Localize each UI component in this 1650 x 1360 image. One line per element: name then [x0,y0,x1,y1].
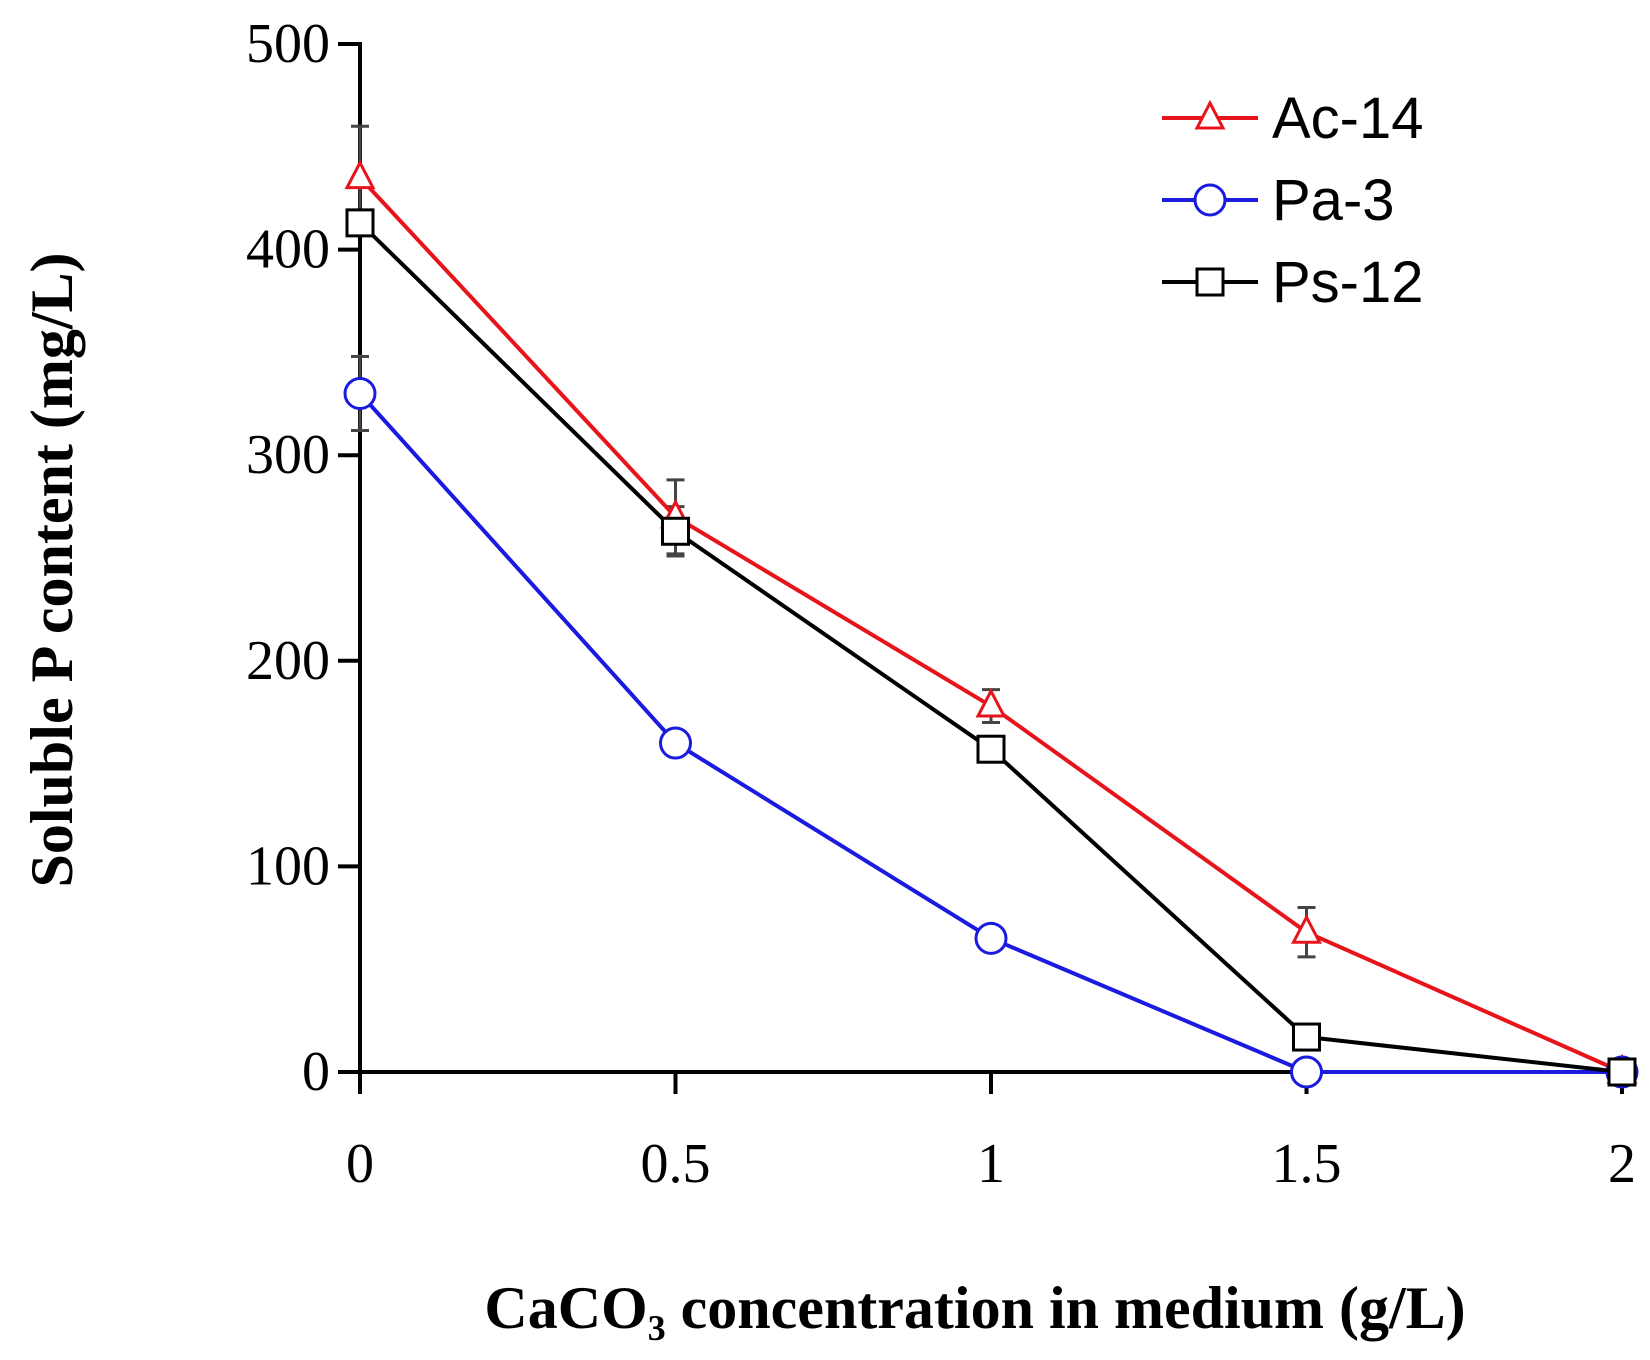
y-tick-label: 500 [246,13,330,75]
series-pa-3 [345,379,1637,1087]
x-tick-label: 0 [346,1133,374,1195]
x-tick-label: 1 [977,1133,1005,1195]
x-tick-label: 2 [1608,1133,1636,1195]
axes: 0 100 200 300 400 500 0 0.5 1 1.5 2 [246,13,1636,1195]
data-point-ps-12 [1609,1059,1635,1085]
legend-label: Ac-14 [1272,86,1424,151]
series-group [345,163,1637,1087]
data-point-pa-3 [976,923,1006,953]
data-point-ac-14 [347,163,373,188]
data-point-ps-12 [347,210,373,236]
legend-marker [1197,269,1223,295]
y-tick-label: 100 [246,835,330,897]
series-line-pa-3 [360,394,1622,1072]
x-tick-label: 1.5 [1272,1133,1342,1195]
legend-marker [1195,185,1225,215]
data-point-ac-14 [978,691,1004,716]
data-point-pa-3 [661,728,691,758]
y-tick-label: 0 [302,1041,330,1103]
legend-label: Ps-12 [1272,250,1424,315]
data-point-ps-12 [663,518,689,544]
data-point-ac-14 [1294,917,1320,942]
chart: 0 100 200 300 400 500 0 0.5 1 1.5 2 Ac-14 Pa-3 Ps-12… [0,0,1650,1360]
y-tick-label: 400 [246,219,330,281]
x-tick-label: 0.5 [641,1133,711,1195]
legend-item-ac-14: Ac-14 [1162,86,1424,151]
y-axis-title: Soluble P content (mg/L) [19,252,85,887]
legend-item-pa-3: Pa-3 [1162,168,1395,233]
legend-item-ps-12: Ps-12 [1162,250,1424,315]
data-point-pa-3 [345,379,375,409]
legend-marker [1197,103,1223,128]
data-point-pa-3 [1292,1057,1322,1087]
y-tick-label: 300 [246,424,330,486]
legend-label: Pa-3 [1272,168,1395,233]
x-axis-title: CaCO₃ concentration in medium (g/L) [484,1275,1465,1341]
y-tick-label: 200 [246,630,330,692]
data-point-ps-12 [978,736,1004,762]
legend: Ac-14 Pa-3 Ps-12 [1162,86,1424,315]
data-point-ps-12 [1294,1024,1320,1050]
